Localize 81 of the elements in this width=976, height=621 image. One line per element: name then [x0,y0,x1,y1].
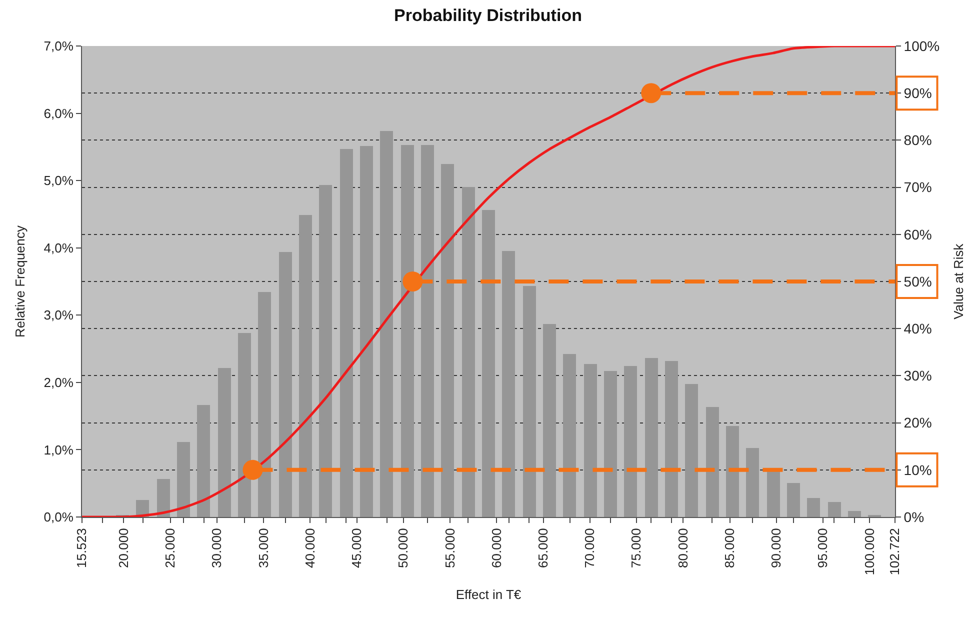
x-tick-label: 85.000 [722,528,737,568]
y-tick-label: 4,0% [44,240,74,256]
bar [807,498,820,517]
bar [523,286,536,517]
x-tick-label: 40.000 [302,528,318,568]
point [641,83,662,104]
x-tick-label: 20.000 [116,528,131,568]
bar [462,187,475,517]
y2-tick-label: 0% [904,508,924,525]
x-tick-label: 65.000 [536,528,551,568]
bar [482,210,495,517]
bar [787,483,800,517]
bar [767,471,780,517]
y-axis-title: Relative Frequency [12,225,28,338]
y2-tick-label: 90% [904,85,932,101]
x-tick-label: 45.000 [349,528,364,568]
bar [299,215,312,517]
bar [258,292,271,517]
y2-tick-label: 100% [904,38,940,54]
x-tick-label: 70.000 [582,528,598,568]
bar [197,405,210,517]
bar [848,511,861,517]
bar [706,407,719,517]
y2-axis-title: Value at Risk [951,243,966,320]
x-tick-label: 80.000 [675,528,690,568]
y2-tick-label: 80% [904,132,932,148]
y2-tick-label: 10% [904,462,932,478]
y2-tick-label: 60% [904,226,932,242]
bar [340,149,353,517]
bar [584,364,597,517]
x-tick-label: 75.000 [628,528,644,568]
y2-tick-label: 70% [904,179,932,196]
y-tick-label: 5,0% [44,173,74,188]
bar [746,448,759,517]
y-tick-label: 6,0% [44,106,74,121]
y2-tick-label: 50% [904,273,932,290]
bar [543,324,556,517]
y-tick-label: 7,0% [44,38,74,54]
y-tick-label: 3,0% [44,308,74,323]
bar [604,371,617,517]
bar [502,251,515,517]
y-tick-label: 2,0% [44,374,74,390]
bar [441,164,454,517]
bar [828,502,841,517]
bar [685,384,698,517]
x-tick-label: 50.000 [396,528,411,568]
bar [624,366,637,517]
bar [380,131,393,517]
x-tick-label: 15.523 [74,528,90,568]
x-tick-label: 102.722 [887,528,902,576]
bar [563,354,576,517]
chart-title: Probability Distribution [394,6,582,26]
x-tick-label: 30.000 [209,528,224,568]
y-tick-label: 0,0% [44,510,74,525]
x-tick-label: 55.000 [442,528,458,568]
point [402,272,423,292]
x-tick-label: 95.000 [815,528,830,568]
y2-tick-label: 40% [904,320,932,336]
x-tick-label: 25.000 [162,528,178,568]
y-tick-label: 1,0% [44,442,74,458]
bar [421,145,434,517]
x-tick-label: 60.000 [488,528,504,568]
bar [238,333,251,517]
line-series [82,46,895,517]
bar [726,426,739,517]
x-tick-label: 90.000 [768,528,784,568]
x-tick-label: 35.000 [256,528,271,568]
x-axis-title: Effect in T€ [456,586,522,602]
bar [177,442,190,517]
x-tick-label: 100.000 [862,528,877,576]
y2-tick-label: 20% [904,414,932,431]
bar [665,361,678,517]
bar [401,145,414,517]
y2-tick-label: 30% [904,368,932,384]
bar [319,185,332,517]
bar [157,479,170,517]
bar [360,146,373,517]
bar [279,252,292,517]
point [242,460,263,480]
bar [645,358,658,517]
bar [218,368,231,517]
